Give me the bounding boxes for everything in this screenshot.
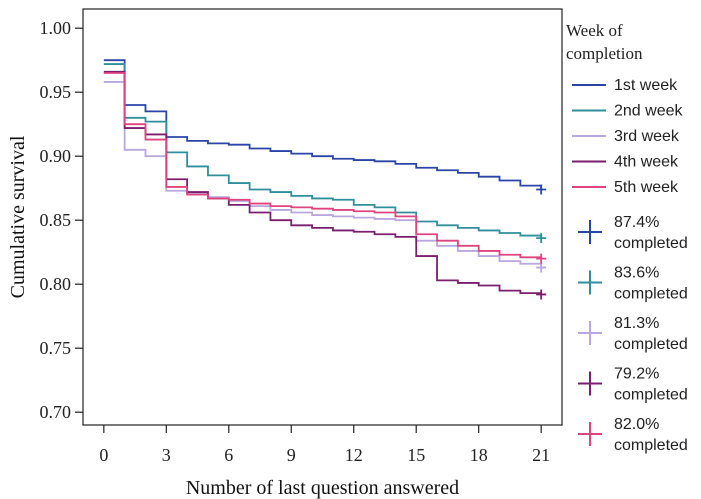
legend: Week of completion 1st week 2nd week 3rd w…: [566, 21, 688, 454]
series-end-marker-4: [536, 289, 547, 300]
legend-censor-icon-3: [578, 321, 602, 345]
legend-censor-icon-5: [578, 422, 602, 446]
x-tick-label: 18: [470, 445, 488, 465]
series-line-1: [103, 59, 543, 190]
legend-completed-pct-4: 79.2%: [614, 366, 659, 383]
legend-censor-icon-1: [578, 220, 602, 244]
y-tick-label: 0.90: [40, 146, 72, 166]
series-end-marker-2: [536, 233, 547, 244]
legend-completed-word-5: completed: [614, 437, 688, 454]
x-tick-label: 15: [407, 445, 425, 465]
legend-completed-pct-3: 81.3%: [614, 315, 659, 332]
legend-censor-icon-2: [578, 270, 602, 295]
legend-label-2: 2nd week: [614, 103, 683, 120]
x-axis: 0 3 6 9 12 15 18 21: [99, 425, 550, 465]
series-line-2: [103, 63, 543, 239]
series-line-5: [103, 72, 543, 259]
plot-area: [82, 8, 563, 426]
y-tick-label: 0.75: [40, 338, 72, 358]
legend-title-line-1: Week of: [566, 21, 623, 40]
x-tick-label: 21: [532, 445, 550, 465]
x-tick-label: 12: [345, 445, 363, 465]
legend-label-3: 3rd week: [614, 128, 680, 145]
legend-completed-word-4: completed: [614, 387, 688, 404]
x-axis-label: Number of last question answered: [186, 477, 459, 499]
x-tick-label: 3: [162, 445, 171, 465]
series-end-marker-1: [536, 184, 547, 195]
y-axis-label: Cumulative survival: [7, 135, 29, 298]
series-end-marker-5: [536, 253, 547, 264]
x-tick-label: 9: [287, 445, 296, 465]
y-tick-label: 0.95: [40, 82, 72, 102]
y-axis: 0.70 0.75 0.80 0.85 0.90 0.95 1.00: [40, 18, 83, 422]
x-tick-label: 0: [99, 445, 108, 465]
legend-completed-word-3: completed: [614, 336, 688, 353]
y-tick-label: 0.85: [40, 210, 72, 230]
legend-title-line-2: completion: [566, 44, 643, 63]
legend-completed-word-1: completed: [614, 235, 688, 252]
legend-label-4: 4th week: [614, 154, 679, 171]
legend-completed-pct-5: 82.0%: [614, 416, 659, 433]
series-layer: [103, 59, 547, 300]
series-end-marker-3: [536, 262, 547, 273]
y-tick-label: 0.70: [40, 402, 72, 422]
x-tick-label: 6: [224, 445, 233, 465]
series-line-4: [103, 70, 543, 295]
legend-label-5: 5th week: [614, 179, 679, 196]
legend-completed-pct-2: 83.6%: [614, 265, 659, 282]
legend-completed-word-2: completed: [614, 286, 688, 303]
legend-label-1: 1st week: [614, 77, 678, 94]
y-tick-label: 0.80: [40, 274, 72, 294]
legend-censor-icon-4: [578, 371, 602, 396]
y-tick-label: 1.00: [40, 18, 72, 38]
legend-completed-pct-1: 87.4%: [614, 214, 659, 231]
